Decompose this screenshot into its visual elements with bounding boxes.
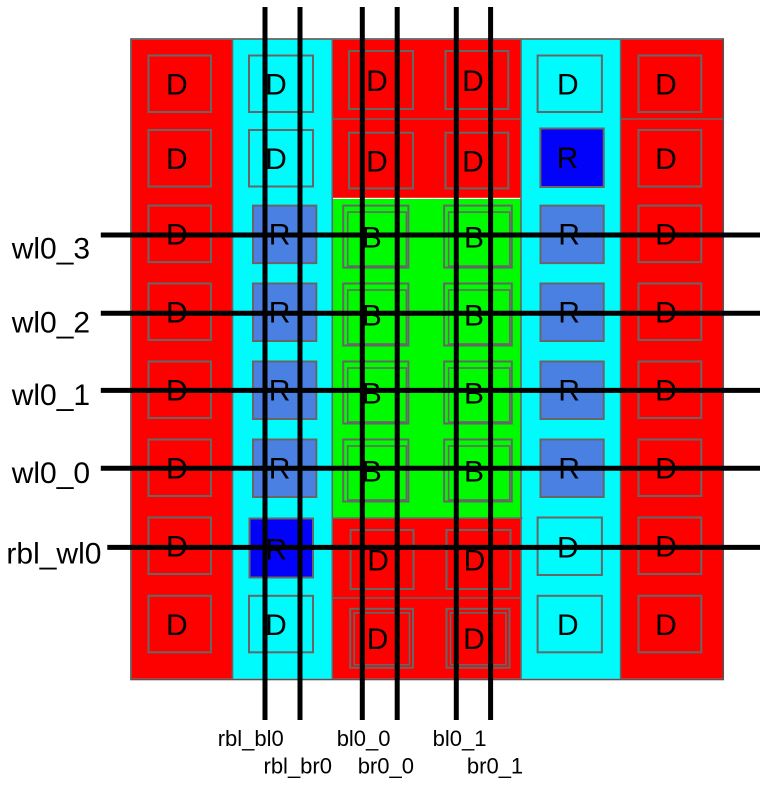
- svg-text:wl0_3: wl0_3: [11, 232, 90, 265]
- svg-text:D: D: [265, 143, 287, 176]
- svg-text:R: R: [557, 142, 579, 175]
- svg-text:D: D: [366, 65, 388, 98]
- svg-text:D: D: [166, 69, 188, 102]
- svg-text:D: D: [367, 544, 389, 577]
- svg-text:D: D: [265, 609, 287, 642]
- svg-text:br0_0: br0_0: [358, 754, 414, 779]
- svg-text:wl0_1: wl0_1: [11, 379, 90, 412]
- svg-text:B: B: [464, 221, 484, 254]
- svg-text:B: B: [362, 455, 382, 488]
- svg-text:D: D: [557, 69, 579, 102]
- svg-text:bl0_1: bl0_1: [433, 726, 487, 751]
- svg-text:B: B: [464, 455, 484, 488]
- svg-text:rbl_bl0: rbl_bl0: [218, 726, 284, 751]
- svg-text:D: D: [463, 623, 485, 656]
- svg-text:B: B: [362, 221, 382, 254]
- svg-text:D: D: [655, 69, 677, 102]
- svg-text:bl0_0: bl0_0: [337, 726, 391, 751]
- svg-text:D: D: [367, 623, 389, 656]
- svg-text:D: D: [462, 145, 484, 178]
- svg-text:B: B: [464, 299, 484, 332]
- svg-text:D: D: [366, 145, 388, 178]
- svg-text:D: D: [464, 544, 486, 577]
- svg-text:B: B: [362, 377, 382, 410]
- svg-text:D: D: [655, 143, 677, 176]
- svg-text:rbl_br0: rbl_br0: [264, 754, 332, 779]
- svg-text:D: D: [557, 609, 579, 642]
- svg-text:D: D: [265, 69, 287, 102]
- svg-text:B: B: [362, 299, 382, 332]
- svg-text:B: B: [464, 377, 484, 410]
- svg-text:D: D: [166, 609, 188, 642]
- svg-text:D: D: [655, 609, 677, 642]
- svg-text:D: D: [462, 65, 484, 98]
- svg-text:wl0_2: wl0_2: [11, 307, 90, 340]
- svg-text:rbl_wl0: rbl_wl0: [6, 538, 101, 571]
- svg-text:D: D: [166, 143, 188, 176]
- svg-text:br0_1: br0_1: [467, 754, 523, 779]
- svg-text:wl0_0: wl0_0: [11, 457, 90, 490]
